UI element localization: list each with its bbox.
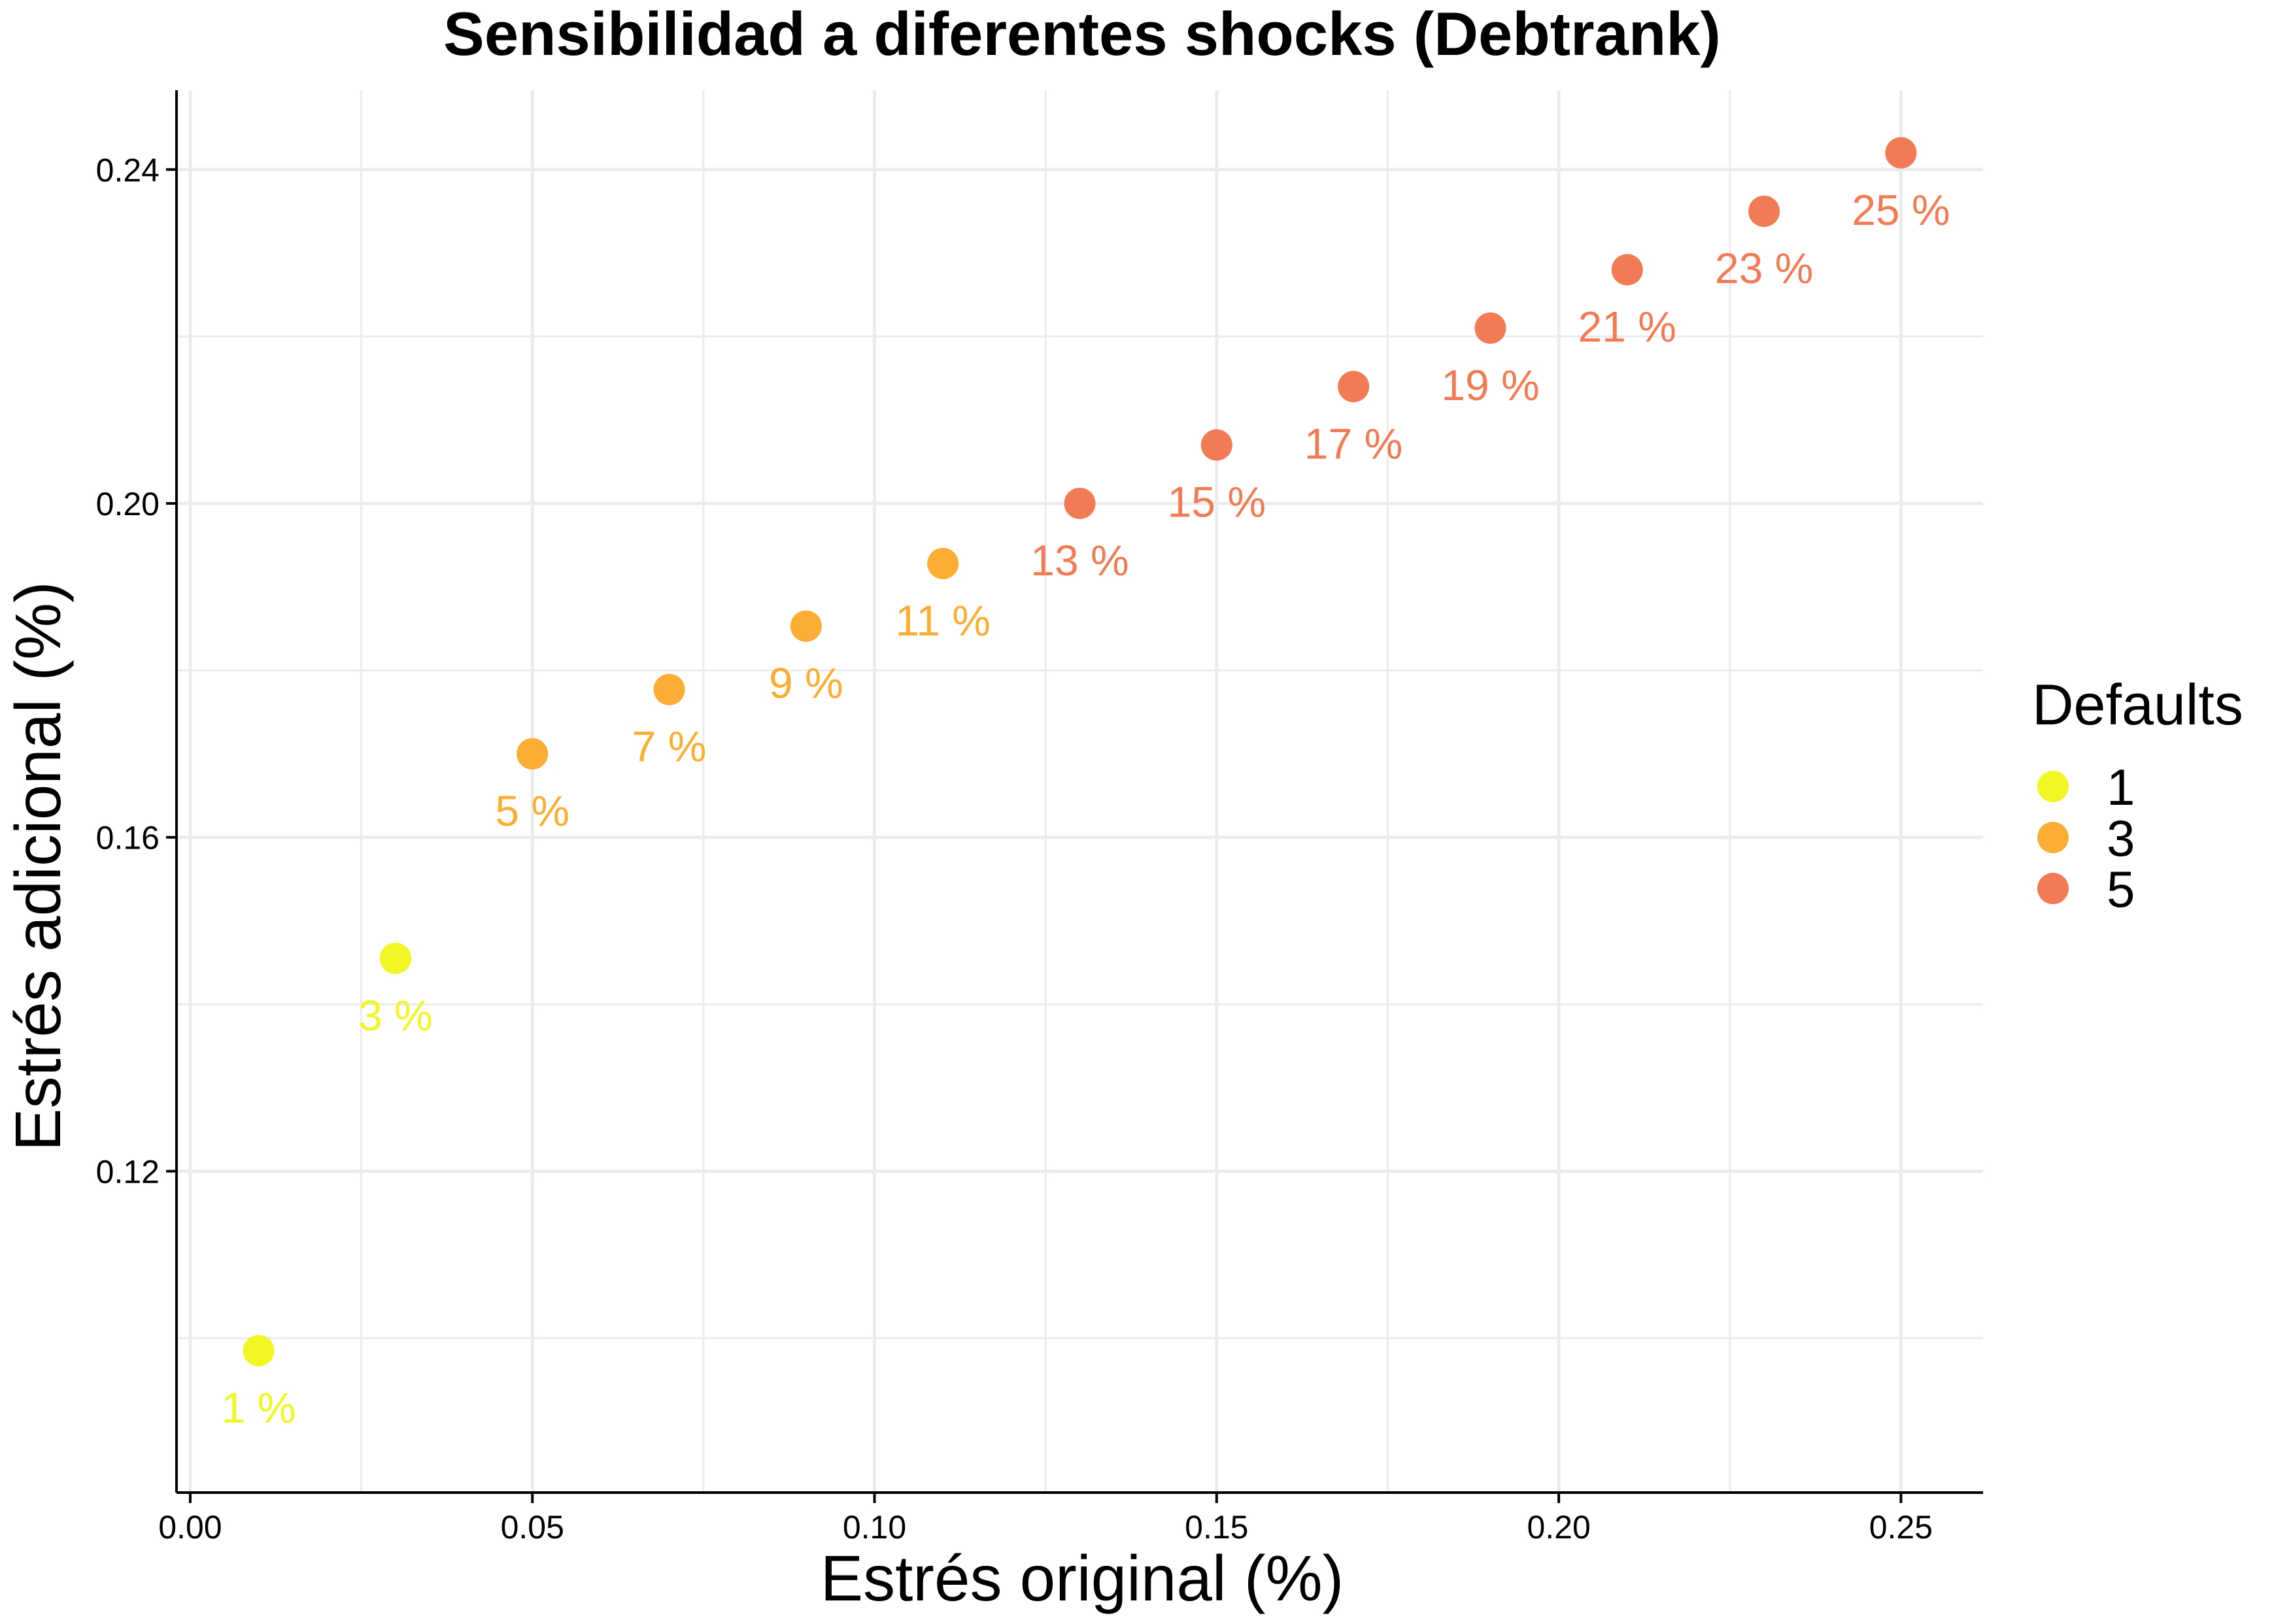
data-point: [1474, 312, 1506, 344]
x-tick-label: 0.25: [1869, 1509, 1933, 1546]
data-point: [1885, 137, 1917, 169]
data-point: [517, 738, 549, 770]
chart-title: Sensibilidad a diferentes shocks (Debtra…: [443, 0, 1721, 68]
data-point: [1200, 429, 1232, 461]
data-point-label: 13 %: [1030, 536, 1129, 584]
data-point-label: 23 %: [1715, 244, 1813, 292]
data-point: [927, 547, 959, 579]
x-tick-label: 0.10: [843, 1509, 906, 1546]
data-point-label: 7 %: [632, 722, 707, 771]
data-point-label: 5 %: [495, 787, 569, 835]
data-point: [790, 610, 822, 642]
y-tick-label: 0.24: [96, 152, 160, 188]
data-point: [243, 1334, 275, 1366]
data-point: [1611, 254, 1643, 286]
y-axis-title: Estrés adicional (%): [2, 581, 74, 1151]
data-point-label: 21 %: [1578, 303, 1676, 351]
x-tick-label: 0.00: [158, 1509, 222, 1546]
legend-key: [2037, 771, 2069, 802]
data-point-label: 9 %: [769, 659, 843, 707]
x-axis-title: Estrés original (%): [821, 1542, 1344, 1614]
legend-title: Defaults: [2032, 672, 2243, 737]
legend-entry-label: 3: [2107, 809, 2135, 867]
y-tick-label: 0.12: [96, 1153, 160, 1190]
x-tick-label: 0.15: [1185, 1509, 1248, 1546]
legend: Defaults 135: [2032, 672, 2243, 918]
data-point-label: 19 %: [1441, 361, 1539, 409]
legend-entry-label: 5: [2107, 860, 2135, 918]
data-point-label: 11 %: [895, 596, 991, 645]
data-point-label: 15 %: [1168, 478, 1266, 526]
data-point: [1338, 371, 1370, 403]
data-point: [1748, 195, 1780, 228]
data-point-label: 3 %: [358, 991, 433, 1040]
legend-entry-label: 1: [2107, 758, 2135, 816]
data-point: [653, 673, 685, 705]
data-point-label: 25 %: [1852, 186, 1950, 234]
data-point: [379, 942, 411, 974]
point-labels: 1 % 3 % 5 % 7 % 9 % 11 % 13 % 15 % 17 % 19 % 21 % 2…: [222, 186, 1950, 1432]
axes: 0.00 0.05 0.10 0.15 0.20 0.25 0.12 0.16 0.20 0.24: [96, 90, 1983, 1546]
data-point-label: 1 %: [222, 1383, 296, 1432]
legend-key: [2037, 822, 2069, 853]
y-tick-label: 0.20: [96, 486, 160, 522]
data-points: [243, 137, 1917, 1366]
data-point-label: 17 %: [1304, 419, 1402, 467]
x-tick-label: 0.05: [501, 1509, 564, 1546]
data-point: [1064, 488, 1096, 520]
legend-key: [2037, 873, 2069, 904]
x-tick-label: 0.20: [1527, 1509, 1590, 1546]
y-tick-label: 0.16: [96, 820, 160, 856]
